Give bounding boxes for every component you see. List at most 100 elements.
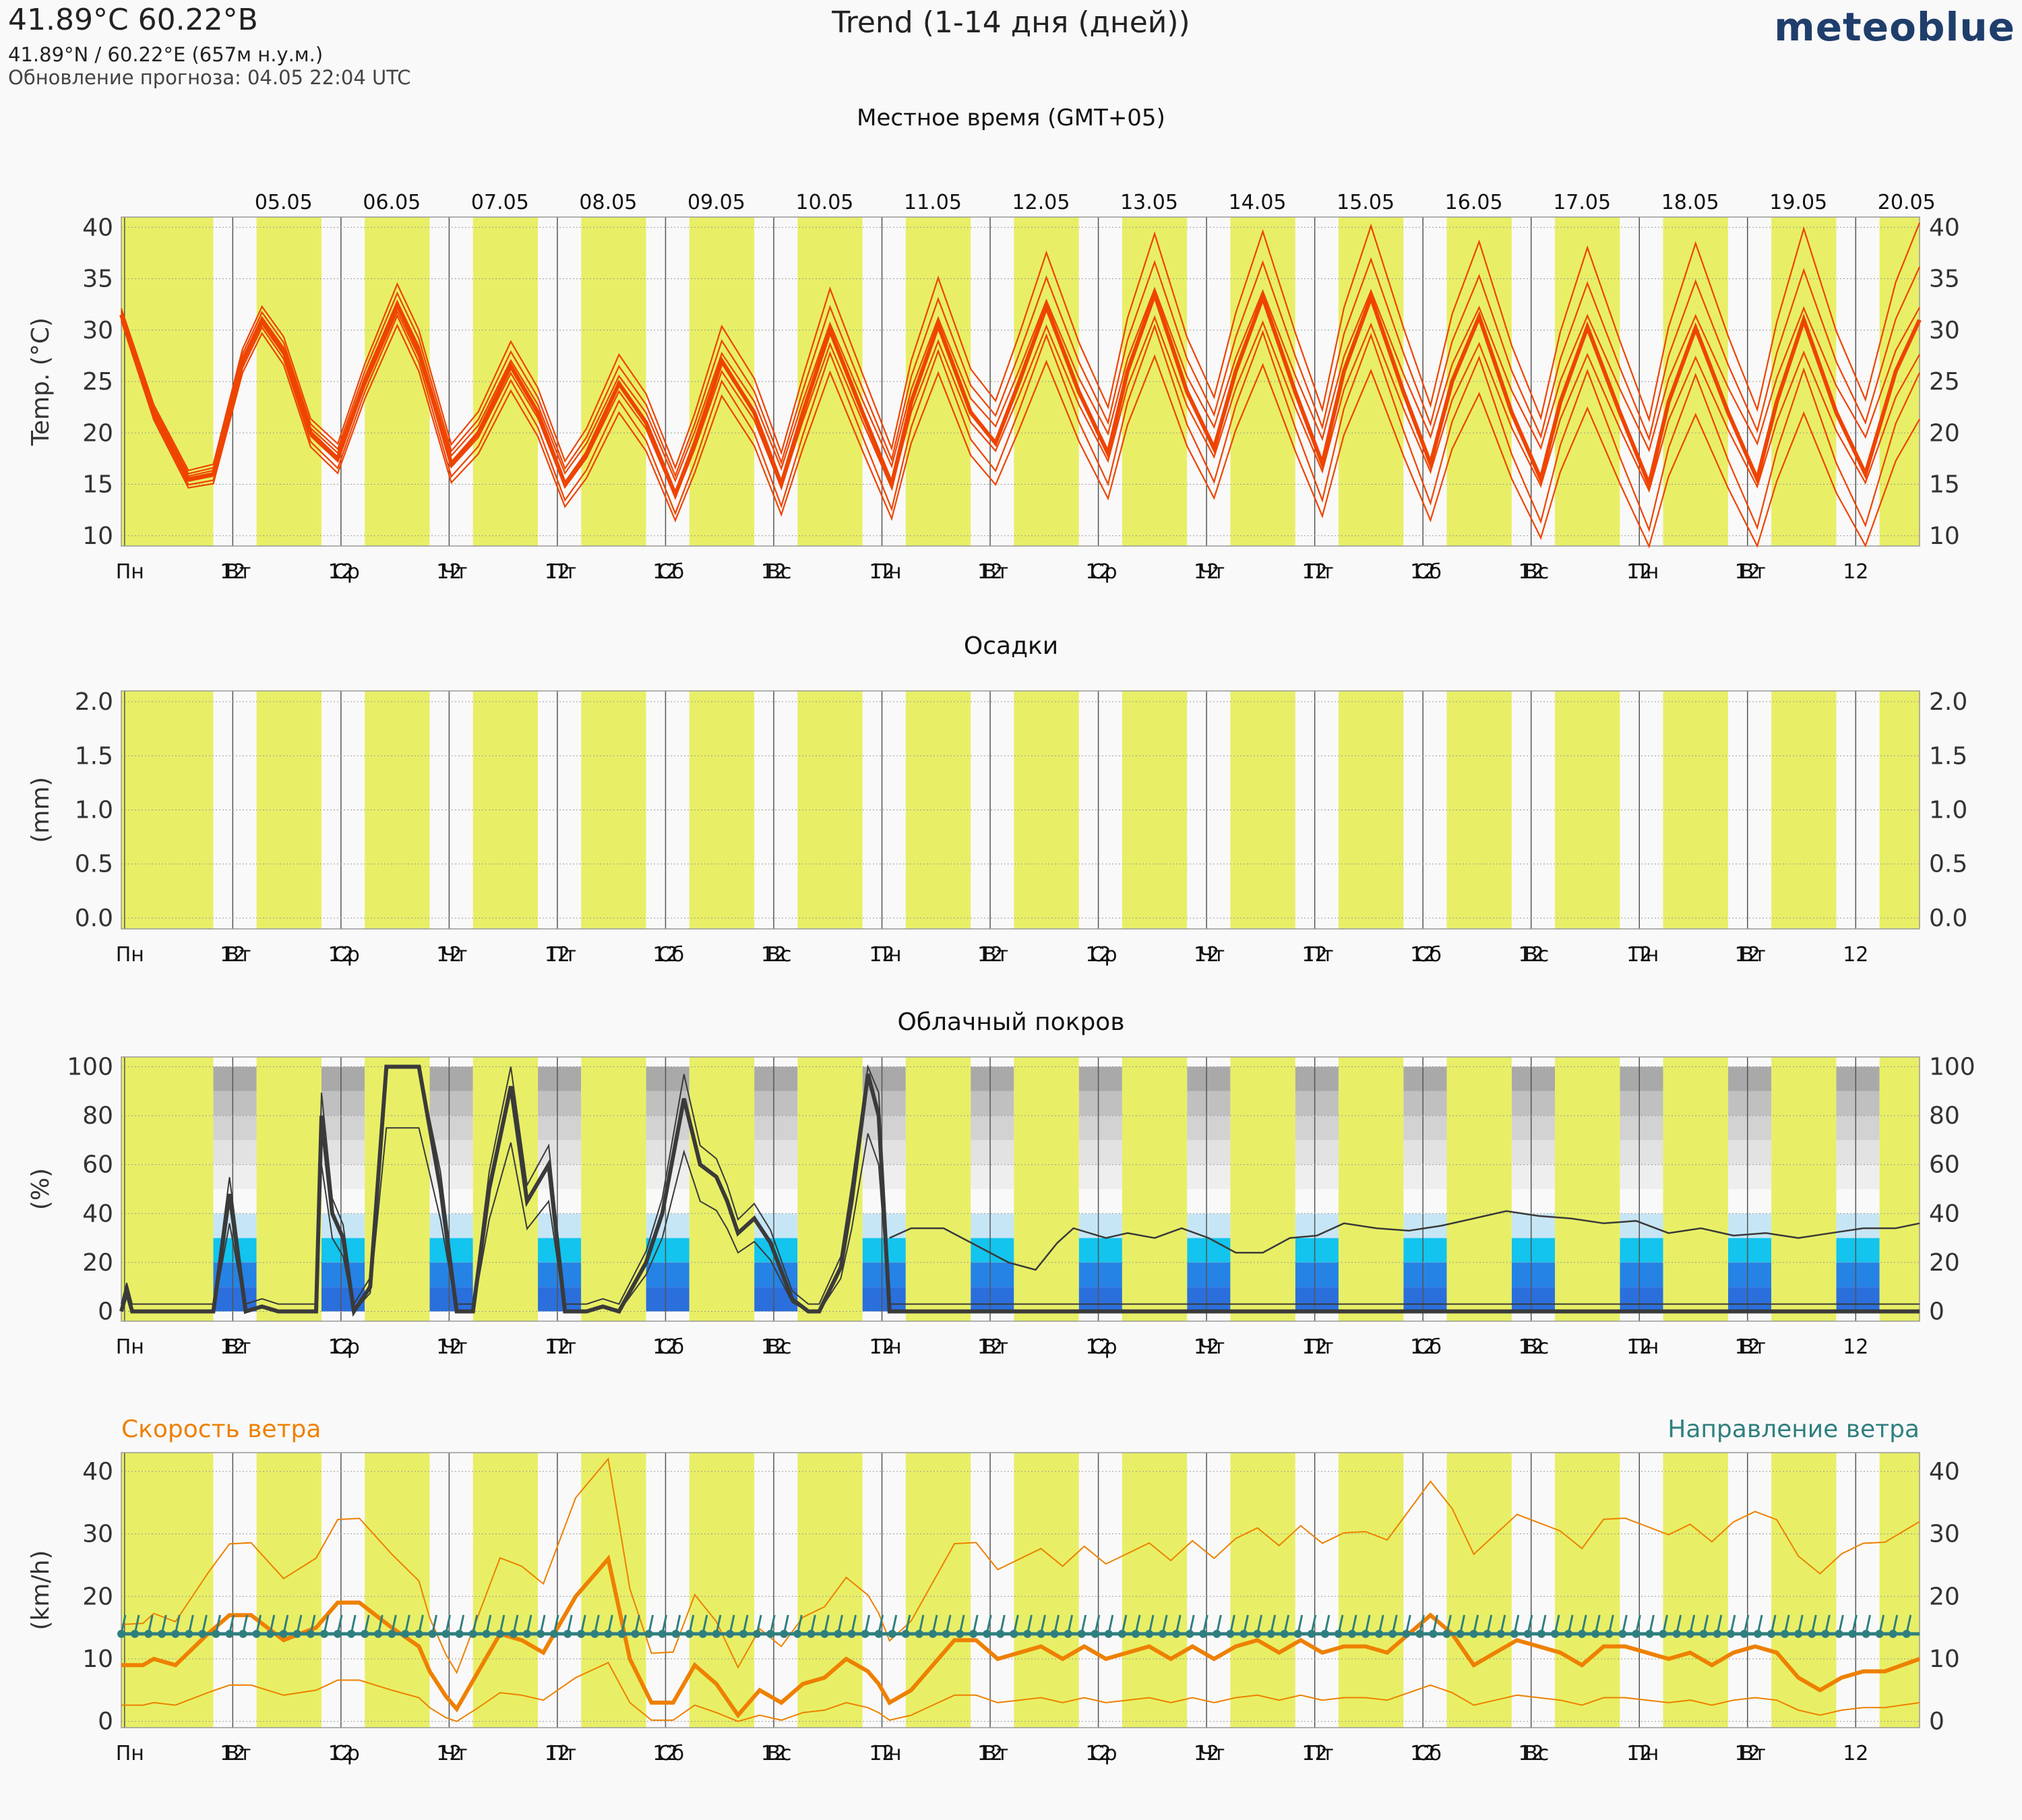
weekday-tick-label: Вт — [1740, 1335, 1766, 1359]
cloud-cover-band — [754, 1164, 798, 1189]
weekday-tick-label: Вс — [1524, 1742, 1549, 1765]
y-tick-label-right: 15 — [1929, 471, 1960, 499]
daylight-band — [1122, 1057, 1188, 1321]
weekday-tick-label: Вт — [983, 1335, 1008, 1359]
y-tick-label-left: 10 — [82, 1645, 113, 1673]
cloud-cover-band — [1836, 1262, 1880, 1287]
cloud-cover-band — [1187, 1213, 1231, 1238]
noon-tick-label: 12 — [761, 1742, 787, 1765]
cloud-cover-band — [538, 1091, 582, 1116]
cloud-cover-band — [213, 1140, 257, 1165]
wind-panel: 0 0 10 10 20 20 30 30 40 40 (km/h) Пн Вт Ср Чт Пт Сб Вс Пн… — [27, 1416, 1960, 1765]
cloud-cover-band — [1078, 1116, 1122, 1141]
cloud-cover-band — [1511, 1287, 1556, 1312]
noon-tick-label: 12 — [1626, 560, 1652, 584]
cloud-cover-band — [538, 1213, 582, 1238]
cloud-cover-band — [1836, 1091, 1880, 1116]
noon-tick-label: 12 — [1735, 1335, 1760, 1359]
noon-tick-label: 12 — [977, 1335, 1003, 1359]
chart-main-title: Trend (1-14 дня (дней)) — [832, 5, 1190, 40]
noon-tick-label: 12 — [1085, 1335, 1111, 1359]
date-labels: 05.05 06.05 07.05 08.05 09.05 10.05 11.05 12.05… — [255, 191, 1936, 214]
noon-tick-label: 12 — [1735, 943, 1760, 967]
cloud-cover-band — [1727, 1140, 1772, 1165]
y-tick-label-left: 1.0 — [75, 797, 113, 824]
noon-tick-label: 12 — [869, 560, 894, 584]
cloud-cover-band — [538, 1066, 582, 1091]
daylight-band — [797, 1453, 863, 1728]
cloud-cover-band — [1620, 1213, 1663, 1238]
noon-tick-label: 12 — [652, 1742, 678, 1765]
date-label: 11.05 — [904, 191, 962, 214]
noon-tick-label: 12 — [869, 1335, 894, 1359]
date-label: 05.05 — [255, 191, 313, 214]
y-tick-label-left: 20 — [82, 1583, 113, 1610]
weekday-tick-label: Вт — [983, 943, 1008, 967]
weekday-tick-label: Чт — [441, 943, 467, 967]
y-tick-label-right: 2.0 — [1929, 688, 1967, 716]
temperature-ensemble-line — [120, 257, 1921, 478]
weekday-tick-label: Чт — [1199, 1335, 1225, 1359]
y-tick-label-right: 40 — [1929, 1200, 1960, 1227]
weekday-tick-label: Пн — [873, 943, 901, 967]
cloud-cover-band — [971, 1164, 1014, 1189]
noon-tick-label: 12 — [1519, 943, 1544, 967]
date-label: 09.05 — [687, 191, 745, 214]
noon-tick-label: 12 — [1843, 943, 1868, 967]
cloud-cover-band — [1078, 1262, 1122, 1287]
cloud-cover-band — [1727, 1262, 1772, 1287]
cloud-cover-band — [754, 1262, 798, 1287]
weekday-tick-label: Чт — [441, 1335, 467, 1359]
cloud-cover-band — [321, 1091, 365, 1116]
noon-tick-label: 12 — [436, 1335, 462, 1359]
y-tick-label-left: 1.5 — [75, 742, 113, 770]
cloud-cover-band — [1511, 1213, 1556, 1238]
cloud-cover-band — [1078, 1091, 1122, 1116]
noon-tick-label: 12 — [220, 1335, 245, 1359]
noon-tick-label: 12 — [436, 1742, 462, 1765]
daylight-band — [1555, 1057, 1620, 1321]
plot-frame — [121, 1056, 1920, 1322]
y-tick-label-left: 80 — [82, 1102, 113, 1130]
y-tick-label-left: 20 — [82, 1249, 113, 1277]
cloud-cover-band — [1403, 1140, 1447, 1165]
y-axis-label: Temp. (°C) — [27, 317, 55, 446]
daylight-band — [1122, 1453, 1188, 1728]
noon-tick-label: 12 — [977, 1742, 1003, 1765]
cloud-cover-band — [1511, 1140, 1556, 1165]
y-tick-label-right: 35 — [1929, 266, 1960, 293]
cloud-cover-band — [1295, 1066, 1339, 1091]
cloud-main-line — [119, 1064, 1920, 1317]
cloud-cover-band — [429, 1189, 473, 1214]
noon-tick-label: 12 — [545, 560, 570, 584]
cloud-cover-band — [1836, 1287, 1880, 1312]
weekday-tick-label: Ср — [1091, 1742, 1117, 1765]
cloud-cover-band — [429, 1116, 473, 1141]
daylight-band — [1446, 1057, 1512, 1321]
cloud-cover-band — [1511, 1189, 1556, 1214]
weekday-tick-label: Пн — [1630, 1742, 1659, 1765]
wind-direction-legend: Направление ветра — [1667, 1416, 1920, 1443]
noon-tick-label: 12 — [652, 943, 678, 967]
noon-tick-label: 12 — [1410, 1742, 1436, 1765]
y-tick-label-right: 10 — [1929, 522, 1960, 550]
weekday-tick-label: Пт — [1307, 943, 1334, 967]
cloud-cover-band — [1078, 1066, 1122, 1091]
cloud-cover-band — [862, 1140, 906, 1165]
y-tick-label-right: 30 — [1929, 1521, 1960, 1548]
cloud-cover-band — [1620, 1262, 1663, 1287]
cloud-cover-band — [971, 1116, 1014, 1141]
date-label: 14.05 — [1229, 191, 1287, 214]
cloud-cover-band — [1511, 1091, 1556, 1116]
cloud-cover-band — [646, 1287, 690, 1312]
noon-tick-label: 12 — [1085, 943, 1111, 967]
daylight-band — [1879, 1057, 1920, 1321]
weekday-tick-label: Сб — [1415, 943, 1441, 967]
noon-tick-label: 12 — [545, 1335, 570, 1359]
daylight-band — [1879, 1453, 1920, 1728]
cloud-cover-band — [1295, 1189, 1339, 1214]
weekday-tick-label: Сб — [1415, 560, 1441, 584]
cloud-cover-band — [1511, 1116, 1556, 1141]
cloud-cover-band — [1620, 1238, 1663, 1263]
cloud-cover-band — [1187, 1066, 1231, 1091]
